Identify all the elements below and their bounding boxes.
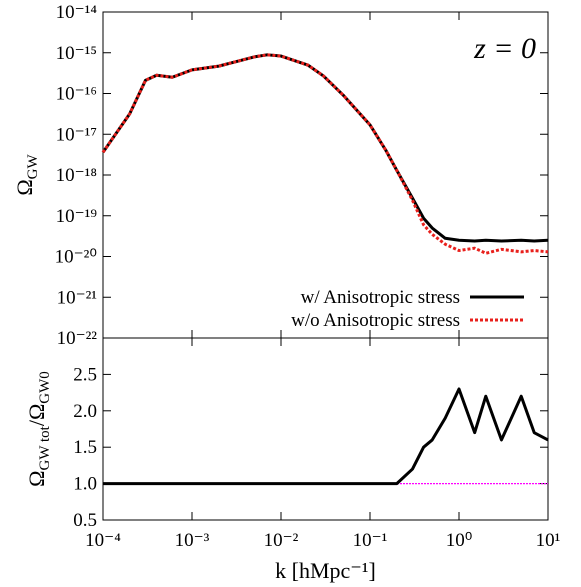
- y-tick-label: 1.0: [73, 474, 97, 495]
- y-tick-label: 2.5: [73, 364, 97, 385]
- series-line: [103, 387, 549, 486]
- y-axis-label-part: Ω: [24, 470, 49, 486]
- y-tick-label: 1.5: [73, 437, 97, 458]
- series-line: [101, 53, 549, 255]
- y-axis-label-part: /Ω: [24, 404, 49, 426]
- y-tick-label: 10⁻¹⁴: [56, 2, 98, 23]
- x-tick-label: 10¹: [536, 530, 561, 551]
- y-tick-label: 10⁻¹⁹: [56, 206, 98, 227]
- y-tick-label: 0.5: [73, 510, 97, 531]
- legend-label: w/o Anisotropic stress: [291, 310, 460, 331]
- x-tick-label: 10⁻¹: [353, 530, 388, 551]
- y-tick-label: 2.0: [73, 401, 97, 422]
- legend-label: w/ Anisotropic stress: [301, 287, 460, 308]
- y-tick-label: 10⁻¹⁷: [56, 124, 97, 145]
- x-axis-label: k [hMpc⁻¹]: [275, 558, 376, 583]
- annotation: z = 0: [473, 32, 536, 65]
- y-axis-label-subscript: GW: [25, 153, 41, 179]
- plot-frame: [102, 337, 549, 521]
- x-tick-label: 10⁻⁴: [85, 530, 121, 551]
- x-tick-label: 10⁻²: [264, 530, 299, 551]
- y-axis-label: ΩGW tot/ΩGW0: [24, 371, 53, 487]
- series-line: [101, 53, 549, 243]
- y-axis-label: ΩGW: [12, 153, 41, 195]
- y-tick-label: 10⁻²¹: [57, 287, 98, 308]
- y-tick-label: 10⁻¹⁸: [56, 165, 97, 186]
- y-axis-label-part: Ω: [12, 179, 37, 195]
- x-tick-label: 10⁰: [446, 530, 473, 551]
- x-tick-label: 10⁻³: [175, 530, 210, 551]
- y-tick-label: 10⁻¹⁵: [56, 43, 97, 64]
- y-axis-label-subscript: GW tot: [37, 425, 53, 470]
- y-tick-label: 10⁻²²: [57, 328, 98, 349]
- y-axis-label-subscript: GW0: [37, 371, 53, 404]
- y-tick-label: 10⁻¹⁶: [56, 84, 97, 105]
- y-tick-label: 10⁻²⁰: [55, 247, 97, 268]
